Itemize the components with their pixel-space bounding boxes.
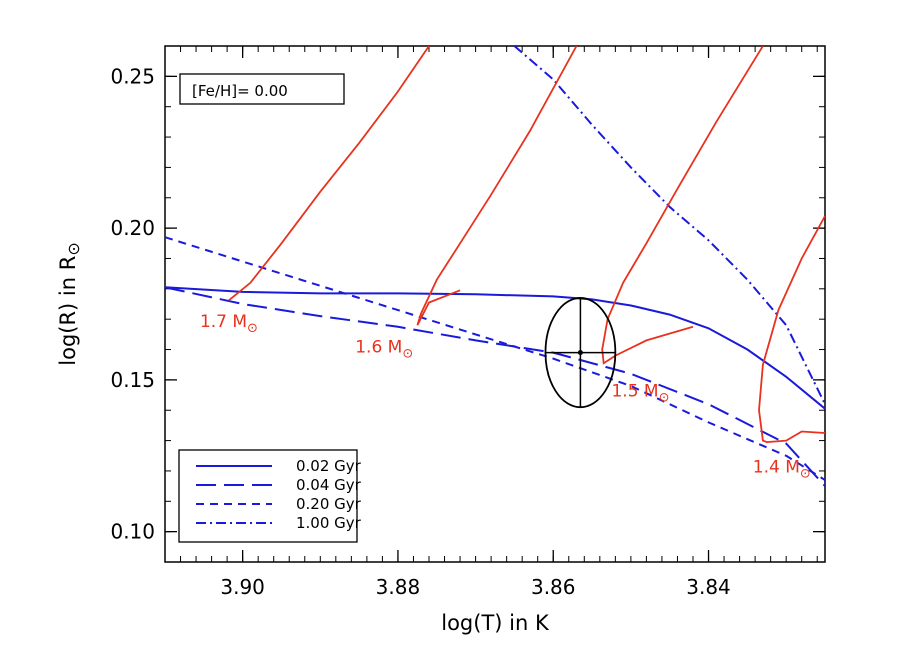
sun-symbol: ⊙ (659, 391, 670, 406)
x-axis-ticks: 3.90 3.88 3.86 3.84 (180, 46, 818, 599)
metallicity-frame (179, 73, 345, 105)
mass-track-line (228, 46, 430, 302)
legend-entry-label: 1.00 Gyr (296, 514, 362, 532)
sun-symbol: ⊙ (247, 321, 258, 336)
sun-symbol: ⊙ (800, 466, 811, 481)
tracks-layer (228, 46, 825, 444)
x-tick-label: 3.86 (531, 575, 576, 599)
y-tick-label: 0.15 (110, 368, 155, 392)
isochrone-line (513, 46, 825, 405)
legend-entry-label: 0.02 Gyr (296, 457, 362, 475)
star-layer (544, 297, 617, 409)
x-axis-label: log(T) in K (441, 611, 550, 635)
sun-symbol: ⊙ (402, 347, 413, 362)
metallicity-label: [Fe/H]= 0.00 (192, 82, 288, 100)
plot-area: 3.90 3.88 3.86 3.84 0.10 0.15 0.20 0.25 1.7 M⊙… (110, 45, 826, 599)
y-axis-label-text: log(R) in R (56, 256, 80, 366)
y-tick-label: 0.20 (110, 216, 155, 240)
legend-entry-label: 0.20 Gyr (296, 495, 362, 513)
mass-track-label: 1.6 M⊙ (355, 338, 413, 362)
plot-frame (164, 45, 826, 563)
x-tick-label: 3.90 (220, 575, 265, 599)
y-tick-label: 0.10 (110, 520, 155, 544)
isochrone-line (165, 286, 825, 410)
sun-symbol: ⊙ (64, 242, 83, 255)
mass-track-line (601, 46, 764, 365)
mass-track-line (416, 46, 578, 326)
mass-track-line (758, 215, 825, 444)
isochrone-line (165, 236, 825, 481)
series-layer (165, 46, 825, 487)
svg-text:log(R) in R⊙: log(R) in R⊙ (56, 242, 83, 365)
star-point (577, 350, 583, 356)
y-axis-ticks: 0.10 0.15 0.20 0.25 (110, 45, 825, 563)
y-axis-label: log(R) in R⊙ (56, 242, 83, 365)
mass-track-label: 1.4 M⊙ (753, 457, 811, 481)
metallicity-box: [Fe/H]= 0.00 (179, 73, 345, 105)
mass-track-label: 1.7 M⊙ (200, 312, 258, 336)
x-tick-label: 3.88 (376, 575, 421, 599)
legend-entry-label: 0.04 Gyr (296, 476, 362, 494)
y-tick-label: 0.25 (110, 64, 155, 88)
x-tick-label: 3.84 (686, 575, 731, 599)
